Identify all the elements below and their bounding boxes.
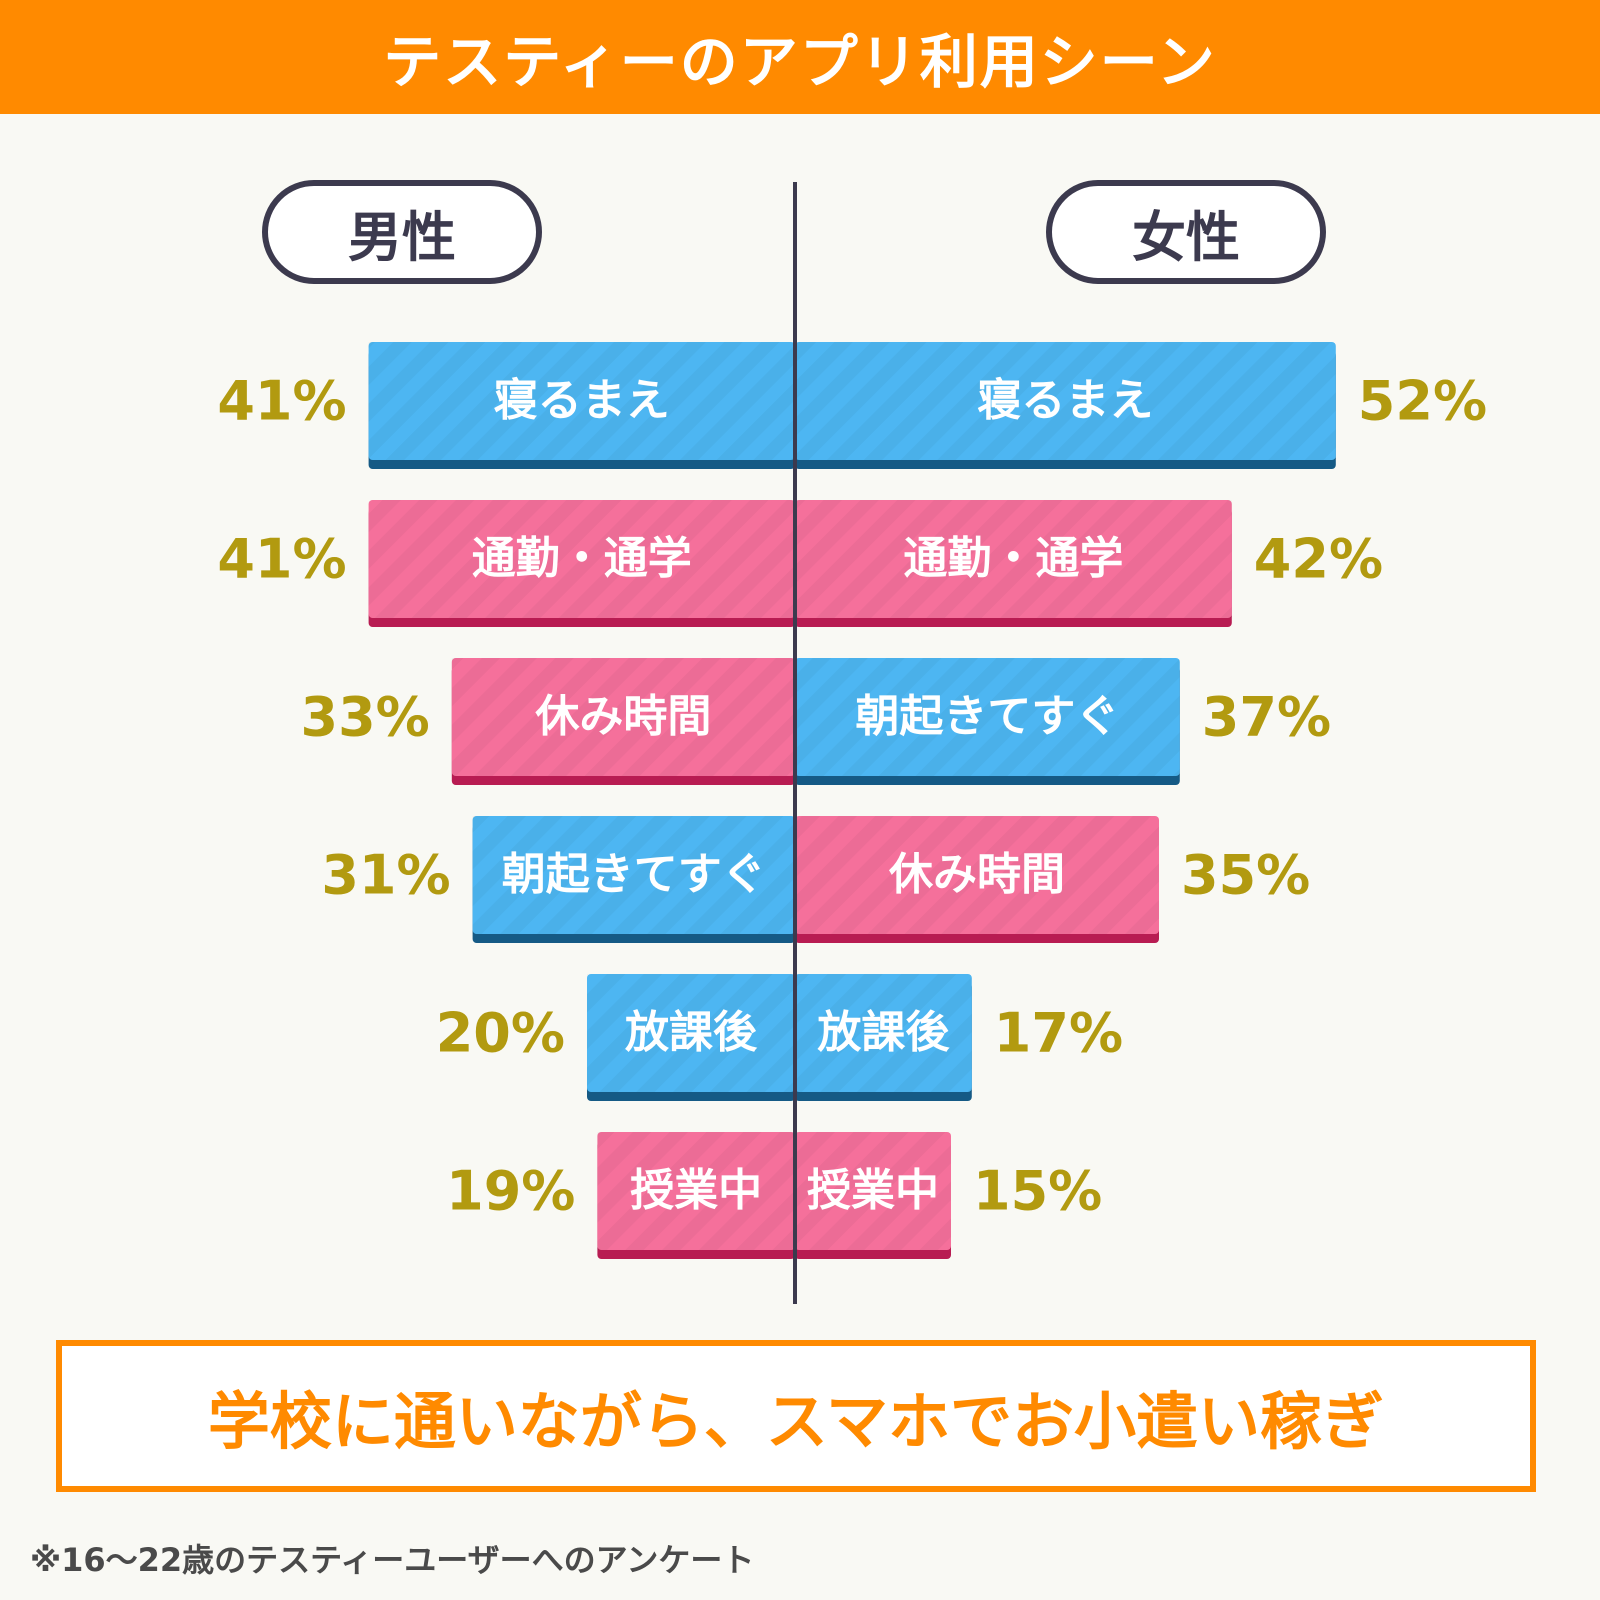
male-bar-label: 放課後	[625, 1007, 758, 1058]
survey-footnote: ※16〜22歳のテスティーユーザーへのアンケート	[30, 1541, 755, 1579]
male-bar-label: 授業中	[630, 1165, 762, 1216]
female-bar-group: 寝るまえ 52%	[795, 342, 1487, 469]
slogan-text: 学校に通いながら、スマホでお小遣い稼ぎ	[207, 1385, 1385, 1458]
male-percent-label: 33%	[301, 686, 430, 749]
female-bar-stripes	[795, 974, 972, 1092]
female-bar-group: 朝起きてすぐ 37%	[795, 658, 1331, 785]
female-bar-group: 放課後 17%	[795, 974, 1123, 1101]
male-bar-label: 休み時間	[534, 691, 711, 742]
male-bar-label: 朝起きてすぐ	[502, 849, 766, 900]
female-bar-stripes	[795, 816, 1159, 934]
header-banner: テスティーのアプリ利用シーン	[0, 0, 1600, 114]
male-bar-stripes	[587, 974, 795, 1092]
male-bar-stripes	[368, 342, 795, 460]
male-bar-group: 休み時間 33%	[301, 658, 795, 785]
female-percent-label: 42%	[1254, 528, 1383, 591]
female-percent-label: 37%	[1202, 686, 1331, 749]
female-bar-label: 休み時間	[888, 849, 1065, 900]
female-bar-group: 授業中 15%	[795, 1132, 1102, 1259]
male-bar-group: 朝起きてすぐ 31%	[321, 816, 795, 943]
slogan-banner: 学校に通いながら、スマホでお小遣い稼ぎ	[56, 1340, 1536, 1492]
male-bar-group: 寝るまえ 41%	[217, 342, 795, 469]
female-bar-stripes	[795, 500, 1232, 618]
male-bar-label: 寝るまえ	[494, 375, 670, 426]
female-bar-group: 休み時間 35%	[795, 816, 1310, 943]
male-bar-group: 放課後 20%	[436, 974, 795, 1101]
male-bar-stripes	[368, 500, 795, 618]
female-bar-stripes	[795, 1132, 951, 1250]
male-bar-stripes	[451, 658, 795, 776]
female-bar-label: 朝起きてすぐ	[855, 691, 1119, 742]
male-percent-label: 41%	[217, 370, 346, 433]
female-bar-stripes	[795, 342, 1336, 460]
male-legend-pill: 男性	[262, 180, 542, 284]
female-legend-pill: 女性	[1046, 180, 1326, 284]
female-bar-group: 通勤・通学 42%	[795, 500, 1383, 627]
female-percent-label: 35%	[1181, 844, 1310, 907]
female-bar-stripes	[795, 658, 1180, 776]
female-percent-label: 52%	[1358, 370, 1487, 433]
male-percent-label: 20%	[436, 1002, 565, 1065]
male-bar-group: 通勤・通学 41%	[217, 500, 795, 627]
female-bar-label: 授業中	[807, 1165, 939, 1216]
female-bar-label: 放課後	[817, 1007, 950, 1058]
male-percent-label: 19%	[446, 1160, 575, 1223]
page-title: テスティーのアプリ利用シーン	[383, 28, 1217, 96]
male-percent-label: 41%	[217, 528, 346, 591]
male-bar-stripes	[597, 1132, 795, 1250]
female-percent-label: 17%	[994, 1002, 1123, 1065]
female-percent-label: 15%	[973, 1160, 1102, 1223]
male-bar-group: 授業中 19%	[446, 1132, 795, 1259]
male-bar-label: 通勤・通学	[472, 533, 692, 584]
female-bar-label: 通勤・通学	[903, 533, 1123, 584]
male-bar-stripes	[472, 816, 795, 934]
female-bar-label: 寝るまえ	[977, 375, 1153, 426]
male-percent-label: 31%	[321, 844, 450, 907]
